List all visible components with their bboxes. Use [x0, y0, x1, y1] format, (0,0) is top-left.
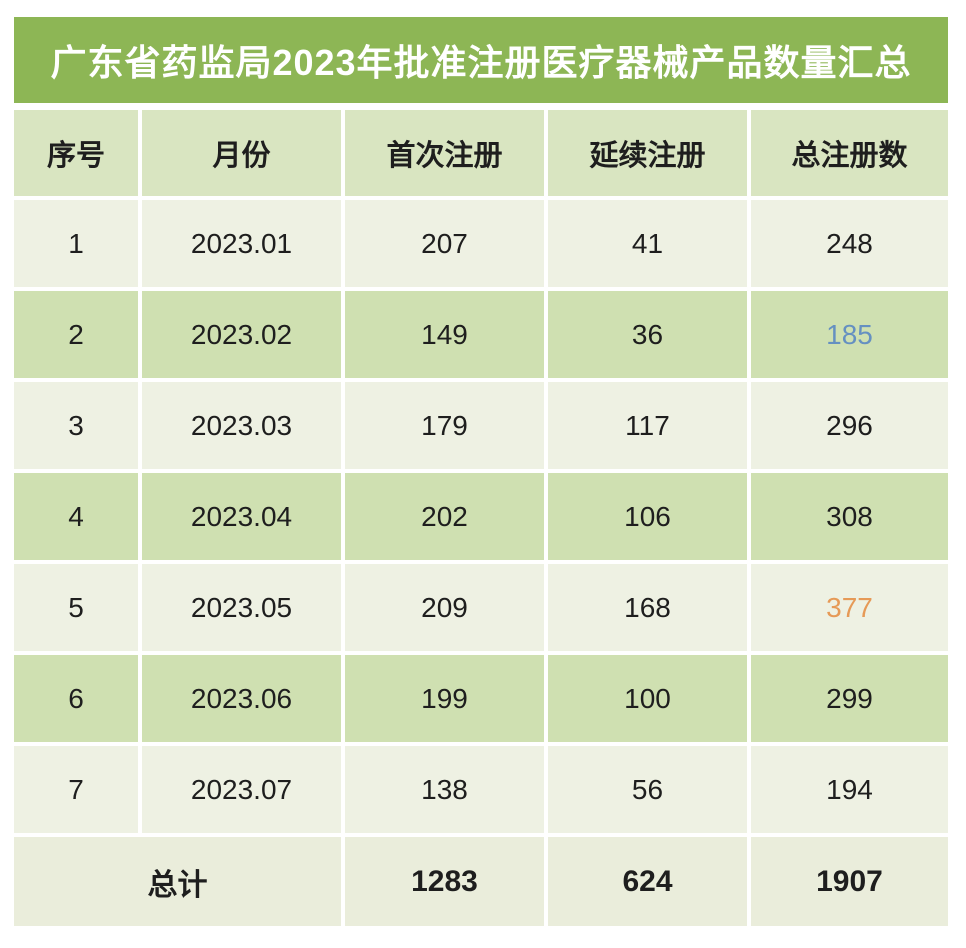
total-first-registrations: 1283: [345, 837, 544, 926]
table-row-4-total-registrations: 308: [751, 473, 948, 560]
table-row-7-total-registrations: 194: [751, 746, 948, 833]
total-registrations: 1907: [751, 837, 948, 926]
column-header-first-registrations: 首次注册: [345, 110, 544, 196]
table-row-2-total-registrations: 185: [751, 291, 948, 378]
column-header-row-index: 序号: [14, 110, 138, 196]
table-row-4-first-registrations: 202: [345, 473, 544, 560]
table-row-6-month: 2023.06: [142, 655, 341, 742]
table-row-2-renewal-registrations: 36: [548, 291, 747, 378]
column-header-renewal-registrations: 延续注册: [548, 110, 747, 196]
table-row-5-month: 2023.05: [142, 564, 341, 651]
table-row-7-row-index: 7: [14, 746, 138, 833]
table-row-5-first-registrations: 209: [345, 564, 544, 651]
table-row-6-renewal-registrations: 100: [548, 655, 747, 742]
table-row-1-row-index: 1: [14, 200, 138, 287]
table-row-7-renewal-registrations: 56: [548, 746, 747, 833]
table-row-2-first-registrations: 149: [345, 291, 544, 378]
table-row-6-total-registrations: 299: [751, 655, 948, 742]
total-row-label: 总计: [14, 837, 341, 926]
column-header-total-registrations: 总注册数: [751, 110, 948, 196]
table-row-4-row-index: 4: [14, 473, 138, 560]
table-row-3-row-index: 3: [14, 382, 138, 469]
table-row-4-month: 2023.04: [142, 473, 341, 560]
table-row-6-first-registrations: 199: [345, 655, 544, 742]
column-header-month: 月份: [142, 110, 341, 196]
table-row-7-month: 2023.07: [142, 746, 341, 833]
table-row-3-month: 2023.03: [142, 382, 341, 469]
table-row-1-month: 2023.01: [142, 200, 341, 287]
table-title: 广东省药监局2023年批准注册医疗器械产品数量汇总: [14, 17, 948, 103]
table-row-5-total-registrations: 377: [751, 564, 948, 651]
table-row-5-row-index: 5: [14, 564, 138, 651]
table-row-4-renewal-registrations: 106: [548, 473, 747, 560]
table-row-2-month: 2023.02: [142, 291, 341, 378]
table-row-1-total-registrations: 248: [751, 200, 948, 287]
table-row-3-renewal-registrations: 117: [548, 382, 747, 469]
summary-table: 序号 月份 首次注册 延续注册 总注册数 1 2023.01 207 41 248 2 2023.02…: [14, 110, 948, 926]
table-row-5-renewal-registrations: 168: [548, 564, 747, 651]
table-row-1-renewal-registrations: 41: [548, 200, 747, 287]
table-row-3-first-registrations: 179: [345, 382, 544, 469]
table-row-2-row-index: 2: [14, 291, 138, 378]
total-renewal-registrations: 624: [548, 837, 747, 926]
table-row-3-total-registrations: 296: [751, 382, 948, 469]
table-row-7-first-registrations: 138: [345, 746, 544, 833]
table-row-1-first-registrations: 207: [345, 200, 544, 287]
table-row-6-row-index: 6: [14, 655, 138, 742]
